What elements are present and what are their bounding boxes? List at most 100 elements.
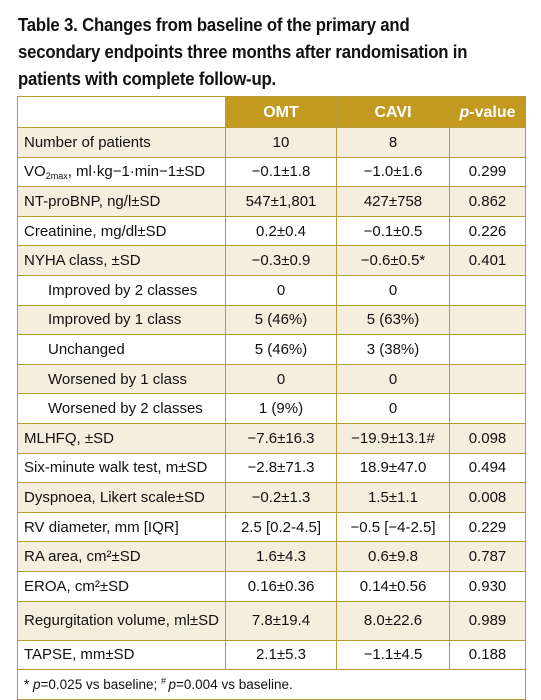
cell-p: 0.494 <box>449 452 526 484</box>
table-row: Improved by 1 class 5 (46%) 5 (63%) <box>17 304 526 336</box>
header-cavi: CAVI <box>336 96 450 128</box>
table-row: Number of patients 10 8 <box>17 127 526 158</box>
footnote-text2: =0.004 vs baseline. <box>176 676 293 692</box>
row-label: EROA, cm²±SD <box>17 570 226 602</box>
cell-cavi: 5 (63%) <box>336 304 450 336</box>
table-row: VO2max, ml·kg−1·min−1±SD −0.1±1.8 −1.0±1… <box>17 156 526 188</box>
cell-p: 0.008 <box>449 482 526 513</box>
cell-omt: 7.8±19.4 <box>225 600 337 641</box>
cell-p: 0.229 <box>449 511 526 543</box>
row-label: Worsened by 2 classes <box>17 393 226 424</box>
table-row: Creatinine, mg/dl±SD 0.2±0.4 −0.1±0.5 0.… <box>17 215 526 247</box>
cell-cavi: 3 (38%) <box>336 334 450 365</box>
cell-p <box>449 304 526 336</box>
row-label: NT-proBNP, ng/l±SD <box>17 186 226 217</box>
cell-cavi: −0.1±0.5 <box>336 215 450 247</box>
table-header-row: OMT CAVI p-value <box>17 96 526 128</box>
row-label: Creatinine, mg/dl±SD <box>17 215 226 247</box>
cell-cavi: 18.9±47.0 <box>336 452 450 484</box>
cell-omt: 0.16±0.36 <box>225 570 337 602</box>
cell-omt: 1.6±4.3 <box>225 541 337 572</box>
endpoints-table: OMT CAVI p-value Number of patients 10 8… <box>17 96 526 700</box>
cell-cavi: 0.6±9.8 <box>336 541 450 572</box>
cell-p <box>449 334 526 365</box>
row-label-post: , ml·kg−1·min−1±SD <box>67 163 206 181</box>
header-p-rest: -value <box>469 103 516 121</box>
row-label: Six-minute walk test, m±SD <box>17 452 226 484</box>
cell-cavi: 427±758 <box>336 186 450 217</box>
row-label-pre: VO <box>24 163 46 181</box>
row-label: Worsened by 1 class <box>17 363 226 395</box>
cell-p: 0.862 <box>449 186 526 217</box>
header-blank-cell <box>17 96 226 128</box>
cell-omt: 2.5 [0.2-4.5] <box>225 511 337 543</box>
cell-omt: 5 (46%) <box>225 334 337 365</box>
cell-cavi: 8.0±22.6 <box>336 600 450 641</box>
header-p-italic: p <box>459 103 470 121</box>
cell-omt: 0 <box>225 363 337 395</box>
table-row: NYHA class, ±SD −0.3±0.9 −0.6±0.5* 0.401 <box>17 245 526 276</box>
cell-cavi: −1.1±4.5 <box>336 639 450 671</box>
cell-omt: 1 (9%) <box>225 393 337 424</box>
cell-omt: 10 <box>225 127 337 158</box>
table-row: Dyspnoea, Likert scale±SD −0.2±1.3 1.5±1… <box>17 482 526 513</box>
table-row: Improved by 2 classes 0 0 <box>17 274 526 306</box>
table-caption: Table 3. Changes from baseline of the pr… <box>18 15 468 89</box>
cell-p: 0.930 <box>449 570 526 602</box>
footnote-row: * p=0.025 vs baseline; # p=0.004 vs base… <box>17 669 526 700</box>
cell-p: 0.188 <box>449 639 526 671</box>
cell-p: 0.098 <box>449 422 526 454</box>
cell-p: 0.226 <box>449 215 526 247</box>
cell-omt: 0 <box>225 274 337 306</box>
cell-cavi: 0.14±0.56 <box>336 570 450 602</box>
cell-p <box>449 363 526 395</box>
cell-cavi: 8 <box>336 127 450 158</box>
row-label: NYHA class, ±SD <box>17 245 226 276</box>
cell-cavi: −19.9±13.1# <box>336 422 450 454</box>
cell-omt: 0.2±0.4 <box>225 215 337 247</box>
row-label: Improved by 2 classes <box>17 274 226 306</box>
footnote-p2: p <box>168 676 177 692</box>
table-row: Unchanged 5 (46%) 3 (38%) <box>17 334 526 365</box>
header-omt: OMT <box>225 96 337 128</box>
cell-p: 0.299 <box>449 156 526 188</box>
cell-p <box>449 393 526 424</box>
header-p-value: p-value <box>449 96 526 128</box>
table-row: TAPSE, mm±SD 2.1±5.3 −1.1±4.5 0.188 <box>17 639 526 671</box>
cell-cavi: −0.5 [−4-2.5] <box>336 511 450 543</box>
cell-omt: −0.2±1.3 <box>225 482 337 513</box>
footnote-star: * <box>24 676 34 692</box>
table-row: EROA, cm²±SD 0.16±0.36 0.14±0.56 0.930 <box>17 570 526 602</box>
row-label: VO2max, ml·kg−1·min−1±SD <box>17 156 226 188</box>
cell-omt: 547±1,801 <box>225 186 337 217</box>
row-label: Regurgitation volume, ml±SD <box>17 600 226 641</box>
table-row: Regurgitation volume, ml±SD 7.8±19.4 8.0… <box>17 600 526 641</box>
cell-omt: −7.6±16.3 <box>225 422 337 454</box>
cell-cavi: 0 <box>336 393 450 424</box>
row-label-sub: 2max <box>45 171 68 182</box>
cell-p: 0.989 <box>449 600 526 641</box>
table-footnote: * p=0.025 vs baseline; # p=0.004 vs base… <box>17 669 526 700</box>
footnote-text1: =0.025 vs baseline; <box>40 676 161 692</box>
cell-cavi: −0.6±0.5* <box>336 245 450 276</box>
cell-p: 0.401 <box>449 245 526 276</box>
table-row: Worsened by 1 class 0 0 <box>17 363 526 395</box>
cell-omt: −0.3±0.9 <box>225 245 337 276</box>
table-row: Six-minute walk test, m±SD −2.8±71.3 18.… <box>17 452 526 484</box>
cell-omt: 5 (46%) <box>225 304 337 336</box>
footnote-p1: p <box>33 676 41 692</box>
cell-p <box>449 274 526 306</box>
cell-omt: 2.1±5.3 <box>225 639 337 671</box>
row-label: Improved by 1 class <box>17 304 226 336</box>
row-label: RV diameter, mm [IQR] <box>17 511 226 543</box>
table-row: RA area, cm²±SD 1.6±4.3 0.6±9.8 0.787 <box>17 541 526 572</box>
cell-cavi: 1.5±1.1 <box>336 482 450 513</box>
table-row: RV diameter, mm [IQR] 2.5 [0.2-4.5] −0.5… <box>17 511 526 543</box>
cell-p: 0.787 <box>449 541 526 572</box>
row-label: Dyspnoea, Likert scale±SD <box>17 482 226 513</box>
table-row: MLHFQ, ±SD −7.6±16.3 −19.9±13.1# 0.098 <box>17 422 526 454</box>
cell-omt: −0.1±1.8 <box>225 156 337 188</box>
table-row: NT-proBNP, ng/l±SD 547±1,801 427±758 0.8… <box>17 186 526 217</box>
row-label: Number of patients <box>17 127 226 158</box>
row-label: RA area, cm²±SD <box>17 541 226 572</box>
